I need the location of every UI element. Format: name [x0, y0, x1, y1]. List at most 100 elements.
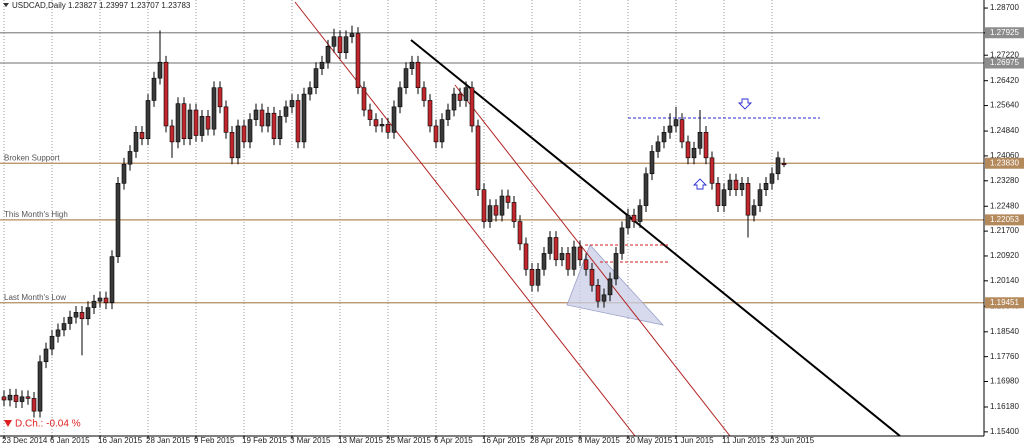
candle-body: [559, 253, 565, 261]
candle-body: [73, 312, 79, 318]
x-tick-label: 11 Jun 2015: [722, 436, 766, 445]
candle-body: [157, 61, 163, 79]
candle-body: [391, 106, 397, 133]
candle-body: [625, 214, 631, 229]
candle-body: [715, 183, 721, 206]
candle-body: [499, 195, 505, 216]
chart-title: USDCAD,Daily 1.23827 1.23997 1.23707 1.2…: [12, 1, 191, 10]
level-tag: [985, 57, 1024, 69]
candle-body: [775, 157, 781, 175]
candle-body: [403, 68, 409, 89]
x-tick-label: 6 Apr 2015: [434, 436, 473, 445]
candle-body: [613, 253, 619, 280]
y-tick-label: 1.28700: [990, 3, 1019, 12]
candle-body: [481, 189, 487, 222]
candle-body: [241, 125, 247, 143]
candle-body: [301, 93, 307, 143]
candle-body: [127, 151, 133, 165]
level-label: 1.19451: [990, 298, 1019, 307]
candle-body: [475, 125, 481, 190]
candle-body: [553, 237, 559, 261]
y-tick-label: 1.16980: [990, 377, 1019, 386]
candle-body: [319, 61, 325, 69]
change-icon: [4, 420, 12, 427]
candle-body: [253, 109, 259, 120]
candle-body: [205, 116, 211, 130]
candle-body: [709, 157, 715, 184]
candle-body: [61, 323, 67, 331]
x-tick-label: 9 Feb 2015: [194, 436, 235, 445]
candle-body: [307, 87, 313, 95]
candle-body: [55, 329, 61, 337]
axis-layer: 1.287001.279201.272201.264201.256401.248…: [2, 3, 1024, 445]
candle-body: [265, 112, 271, 127]
candle-body: [373, 119, 379, 127]
candle-body: [541, 253, 547, 270]
candle-body: [385, 124, 391, 133]
candle-body: [523, 243, 529, 270]
candle-body: [757, 189, 763, 206]
level-name: This Month's High: [4, 210, 68, 219]
candle-body: [1, 396, 7, 401]
candle-body: [49, 335, 55, 350]
y-tick-label: 1.22480: [990, 201, 1019, 210]
candle-body: [565, 253, 571, 270]
candle-body: [661, 132, 667, 143]
candle-body: [271, 112, 277, 140]
x-tick-label: 13 Mar 2015: [338, 436, 383, 445]
candle-body: [247, 119, 253, 143]
candle-body: [223, 106, 229, 133]
menu-icon: [3, 3, 9, 7]
candle-body: [745, 183, 751, 216]
y-tick-label: 1.23280: [990, 176, 1019, 185]
x-tick-label: 16 Apr 2015: [482, 436, 526, 445]
candle-body: [781, 163, 787, 166]
y-tick-label: 1.21700: [990, 226, 1019, 235]
candle-body: [643, 173, 649, 206]
candle-body: [379, 124, 385, 127]
candle-body: [7, 394, 13, 401]
candle-body: [511, 202, 517, 222]
candle-body: [595, 284, 601, 302]
candle-body: [109, 256, 115, 304]
candle-body: [409, 61, 415, 69]
candle-body: [355, 33, 361, 89]
level-tag: [985, 27, 1024, 39]
candle-body: [145, 100, 151, 140]
candle-body: [685, 141, 691, 159]
candle-body: [763, 183, 769, 190]
candle-body: [451, 93, 457, 111]
candle-body: [169, 125, 175, 143]
candle-body: [367, 109, 373, 120]
candle-body: [313, 68, 319, 89]
x-tick-label: 19 Feb 2015: [242, 436, 287, 445]
level-label: 1.22053: [990, 215, 1019, 224]
candle-body: [325, 45, 331, 63]
candle-body: [529, 269, 535, 286]
y-tick-label: 1.26420: [990, 76, 1019, 85]
candle-body: [19, 396, 25, 402]
candle-body: [487, 205, 493, 222]
candle-body: [397, 87, 403, 108]
candle-layer: [1, 25, 787, 418]
candle-body: [769, 173, 775, 184]
y-tick-label: 1.24840: [990, 126, 1019, 135]
candle-body: [295, 100, 301, 143]
candle-body: [721, 189, 727, 206]
down-arrow: [737, 98, 753, 110]
candle-body: [337, 36, 343, 53]
candle-body: [121, 163, 127, 184]
candle-body: [217, 87, 223, 108]
candle-body: [439, 119, 445, 143]
candle-body: [535, 269, 541, 286]
candle-body: [703, 132, 709, 159]
x-tick-label: 8 May 2015: [578, 436, 620, 445]
x-tick-label: 23 Jun 2015: [770, 436, 815, 445]
candle-body: [751, 205, 757, 216]
candle-body: [655, 141, 661, 152]
candle-body: [631, 214, 637, 222]
candle-body: [433, 125, 439, 143]
candle-body: [649, 151, 655, 175]
x-tick-label: 23 Dec 2014: [2, 436, 48, 445]
x-tick-label: 28 Apr 2015: [530, 436, 574, 445]
